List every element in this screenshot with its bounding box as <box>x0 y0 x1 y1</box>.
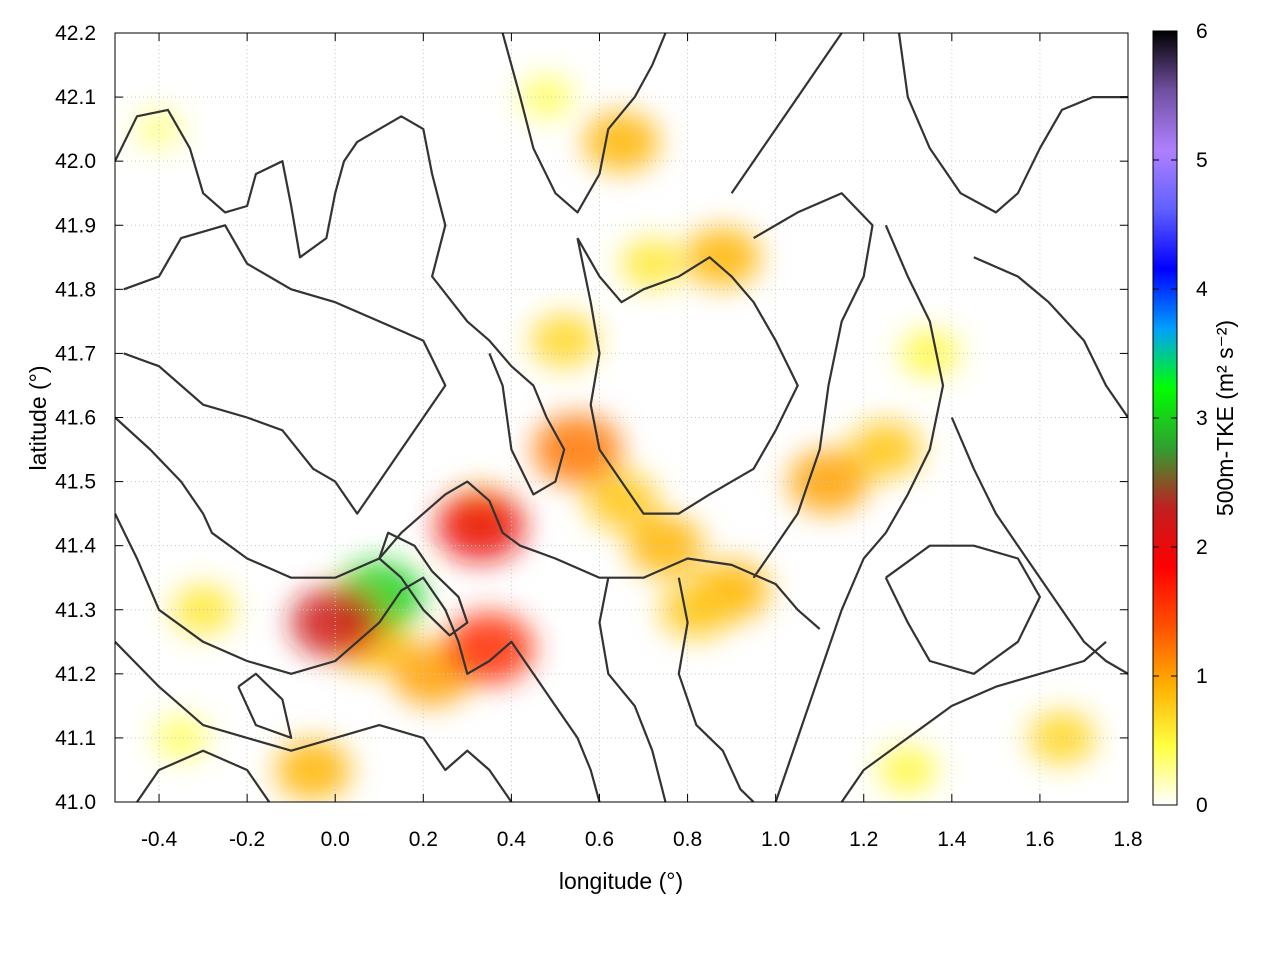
tke-field-blob <box>788 449 869 514</box>
x-tick-label: -0.4 <box>141 828 178 851</box>
terrain-contour <box>752 192 874 579</box>
tke-field-blob <box>436 490 525 562</box>
x-axis-ticks: -0.4 -0.2 0.0 0.2 0.4 0.6 0.8 1.0 1.2 1.4 1.6 1.8 <box>141 33 1143 851</box>
x-tick-label: 0.8 <box>673 828 702 851</box>
colorbar-ticks: 0 1 2 3 4 5 6 <box>1153 20 1208 817</box>
y-tick-label: 41.3 <box>55 599 96 622</box>
x-tick-label: 0.4 <box>497 828 527 851</box>
y-tick-label: 41.4 <box>55 535 96 558</box>
terrain-contour <box>115 641 513 802</box>
tke-field-blob <box>878 746 937 794</box>
y-tick-label: 41.2 <box>55 663 96 686</box>
tke-field-blob <box>850 421 922 479</box>
y-tick-label: 41.9 <box>55 214 96 237</box>
x-tick-label: 1.6 <box>1025 828 1054 851</box>
tke-field-blob <box>585 472 658 530</box>
contour-lines <box>115 33 1128 802</box>
terrain-contour <box>884 544 1041 675</box>
heatmap-field <box>134 75 1096 801</box>
y-tick-label: 41.1 <box>55 727 96 750</box>
terrain-contour <box>840 640 1107 802</box>
tke-field-blob <box>660 581 732 639</box>
colorbar-tick-label: 0 <box>1196 794 1208 817</box>
colorbar-tick-label: 4 <box>1196 278 1208 301</box>
tke-field-blob <box>444 612 534 684</box>
y-tick-label: 42.1 <box>55 86 96 109</box>
y-tick-label: 42.0 <box>55 150 96 173</box>
colorbar-tick-label: 1 <box>1196 665 1208 688</box>
y-tick-label: 41.0 <box>55 791 96 814</box>
colorbar-label: 500m-TKE (m² s⁻²) <box>1212 320 1238 516</box>
x-tick-label: 0.0 <box>321 828 350 851</box>
tke-field-blob <box>275 739 351 801</box>
terrain-contour <box>576 237 799 515</box>
tke-field-blob <box>519 75 574 119</box>
terrain-contour <box>115 108 566 496</box>
x-tick-label: -0.2 <box>229 828 265 851</box>
tke-field-blob <box>583 111 660 173</box>
colorbar-tick-label: 2 <box>1196 536 1208 559</box>
y-tick-label: 41.7 <box>55 342 96 365</box>
terrain-contour <box>378 531 469 637</box>
x-tick-label: 1.0 <box>761 828 790 851</box>
terrain-contour <box>115 513 601 802</box>
x-tick-label: 1.8 <box>1113 828 1142 851</box>
x-tick-label: 1.4 <box>937 828 967 851</box>
colorbar-tick-label: 5 <box>1196 149 1208 172</box>
colorbar: 0 1 2 3 4 5 6 500m-TKE (m² s⁻²) <box>1152 20 1238 817</box>
tke-field-blob <box>685 227 761 288</box>
x-tick-label: 0.2 <box>409 828 438 851</box>
y-tick-label: 41.5 <box>55 471 96 494</box>
tke-field-blob <box>621 238 684 289</box>
plot-area <box>114 32 1129 803</box>
tke-field-blob <box>154 716 208 760</box>
terrain-contour <box>973 256 1128 419</box>
terrain-contour <box>237 672 293 739</box>
y-tick-label: 41.8 <box>55 278 96 301</box>
tke-field-blob <box>900 330 959 377</box>
terrain-contour <box>677 577 755 802</box>
terrain-contour <box>501 33 667 214</box>
terrain-contour <box>123 224 447 515</box>
terrain-contour <box>897 33 1128 214</box>
y-axis-title: latitude (°) <box>25 365 51 470</box>
x-axis-title: longitude (°) <box>559 868 683 894</box>
terrain-contour <box>730 33 843 194</box>
x-tick-label: 1.2 <box>849 828 878 851</box>
terrain-contour <box>950 417 1128 675</box>
tke-field-blob <box>530 313 598 368</box>
terrain-contour <box>136 749 271 802</box>
x-tick-label: 0.6 <box>585 828 614 851</box>
terrain-contour <box>774 224 945 802</box>
y-tick-label: 42.2 <box>55 22 96 45</box>
colorbar-tick-label: 6 <box>1196 20 1208 43</box>
colorbar-tick-label: 3 <box>1196 407 1208 430</box>
tke-field-blob <box>1028 711 1096 765</box>
terrain-contour <box>115 416 821 630</box>
y-tick-label: 41.6 <box>55 407 96 430</box>
y-axis-ticks: 41.0 41.1 41.2 41.3 41.4 41.5 41.6 41.7 41.8 41.9… <box>55 22 1128 814</box>
terrain-contour <box>598 577 667 802</box>
